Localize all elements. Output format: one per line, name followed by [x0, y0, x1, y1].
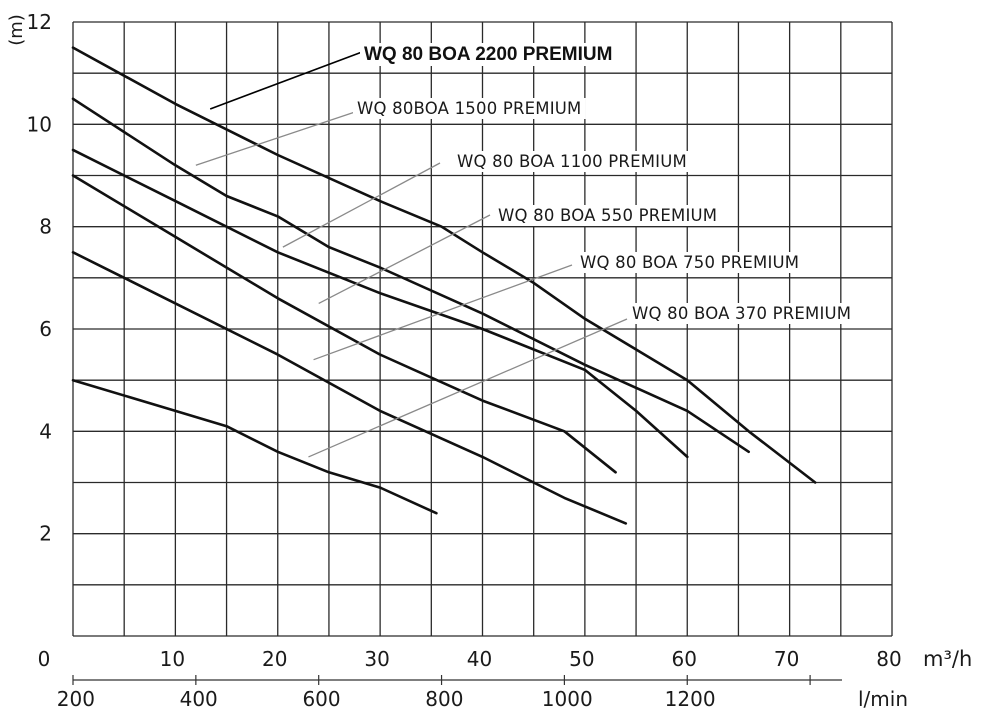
- x-tick-label: 0: [38, 647, 51, 671]
- annotation-layer: WQ 80 BOA 2200 PREMIUM WQ 80BOA 1500 PREM…: [195, 43, 856, 458]
- series-label-0: WQ 80 BOA 2200 PREMIUM: [364, 44, 612, 65]
- series-layer: [71, 46, 817, 525]
- axis-layer: 2 4 6 8 10 12 0 10 20 30 40 50 60 70 80 200 400 600 800 100…: [27, 10, 902, 711]
- leader-line-0: [209, 51, 363, 110]
- series-label-4: WQ 80 BOA 750 PREMIUM: [580, 253, 799, 272]
- y-tick-label: 10: [27, 112, 52, 136]
- series-label-background: [628, 303, 856, 324]
- series-label-background: [453, 151, 691, 172]
- series-label-2: WQ 80 BOA 1100 PREMIUM: [457, 152, 687, 171]
- x-tick-label: 10: [160, 647, 185, 671]
- secondary-tick-label: 1200: [665, 687, 716, 711]
- x-tick-label: 20: [262, 647, 287, 671]
- y-axis-label: (m): [6, 14, 27, 46]
- y-tick-label: 12: [27, 10, 52, 34]
- x-tick-label: 80: [876, 647, 901, 671]
- series-label-3: WQ 80 BOA 550 PREMIUM: [498, 206, 717, 225]
- series-line-4: [71, 251, 628, 525]
- secondary-tick-label: 400: [180, 687, 218, 711]
- series-label-background: [494, 205, 722, 226]
- secondary-axis-label: l/min: [858, 687, 908, 711]
- y-tick-label: 6: [39, 317, 52, 341]
- grid: [72, 21, 893, 637]
- series-line-2: [71, 148, 689, 459]
- leader-line-4: [313, 264, 573, 361]
- x-tick-label: 60: [672, 647, 697, 671]
- x-tick-label: 70: [774, 647, 799, 671]
- x-tick-label: 40: [467, 647, 492, 671]
- leader-line-3: [318, 214, 491, 304]
- series-line-5: [71, 378, 438, 515]
- secondary-tick-label: 600: [302, 687, 340, 711]
- y-tick-label: 4: [39, 419, 52, 443]
- x-tick-label: 30: [364, 647, 389, 671]
- secondary-tick-label: 200: [57, 687, 95, 711]
- x-axis-label: m³/h: [923, 647, 972, 671]
- series-label-background: [360, 43, 617, 66]
- series-line-0: [71, 46, 817, 484]
- series-label-background: [353, 98, 586, 119]
- leader-line-1: [195, 111, 356, 166]
- leader-line-2: [282, 162, 441, 248]
- leader-line-5: [308, 318, 628, 458]
- series-line-3: [71, 174, 617, 474]
- series-label-1: WQ 80BOA 1500 PREMIUM: [357, 99, 582, 118]
- secondary-tick-label: 800: [425, 687, 463, 711]
- secondary-tick-label: 1000: [542, 687, 593, 711]
- x-tick-label: 50: [569, 647, 594, 671]
- y-tick-label: 8: [39, 215, 52, 239]
- y-tick-label: 2: [39, 522, 52, 546]
- series-label-background: [576, 252, 804, 273]
- series-line-1: [71, 97, 750, 454]
- series-label-5: WQ 80 BOA 370 PREMIUM: [632, 304, 851, 323]
